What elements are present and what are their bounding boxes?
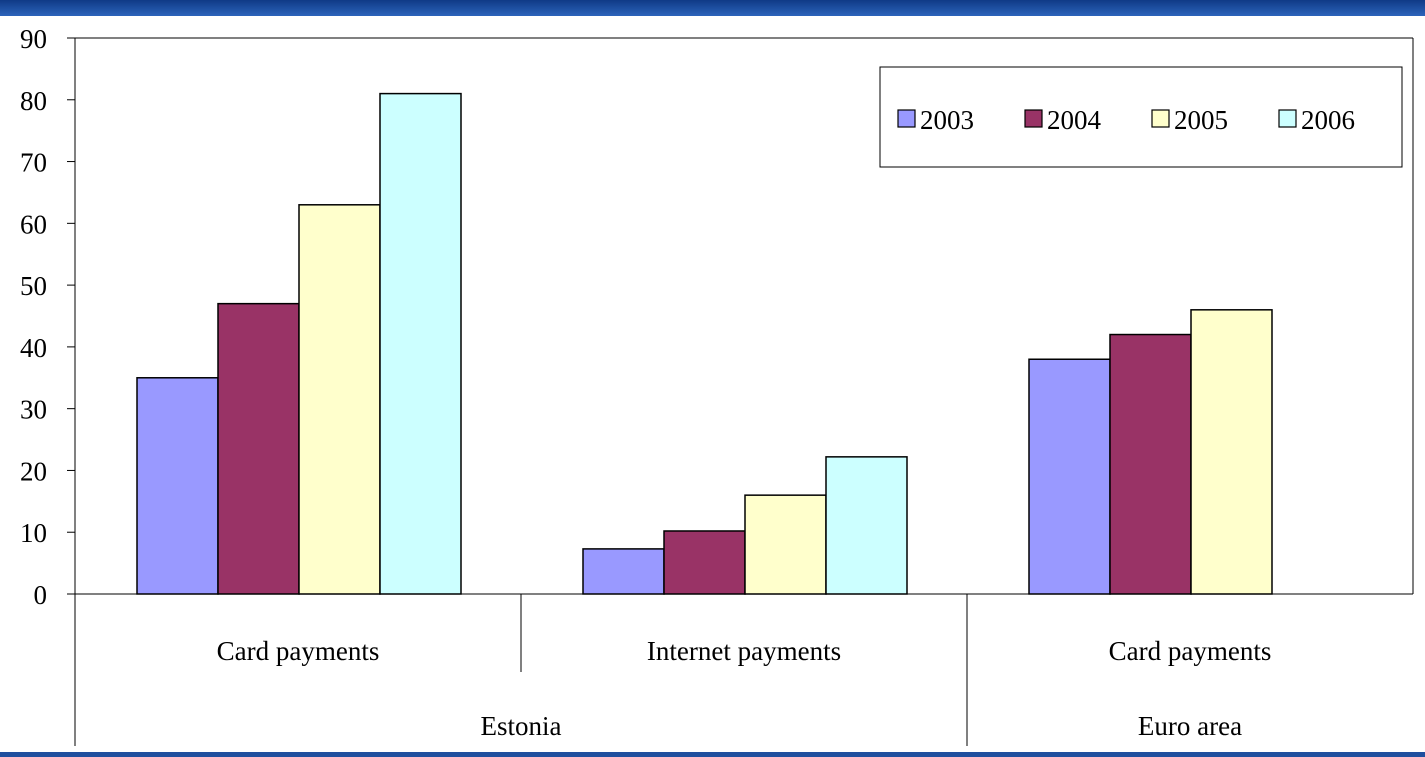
- x-category-label: Card payments: [1109, 636, 1272, 666]
- y-tick-label: 90: [20, 24, 47, 54]
- bar-2003: [136, 377, 219, 595]
- legend-box: [879, 66, 1403, 168]
- bars: [136, 92, 1273, 595]
- y-tick-label: 80: [20, 86, 47, 116]
- legend-swatch-2006: [1278, 109, 1297, 128]
- x-region-label: Estonia: [481, 711, 562, 741]
- bar-2006: [379, 92, 462, 595]
- bar-2003: [1028, 358, 1111, 595]
- bar-2005: [298, 204, 381, 595]
- y-tick-label: 60: [20, 209, 47, 239]
- legend-swatch-2003: [897, 109, 916, 128]
- legend-label-2006: 2006: [1301, 105, 1355, 135]
- bar-2004: [1109, 333, 1192, 595]
- y-tick-label: 30: [20, 395, 47, 425]
- x-category-labels: Card payments Internet payments Card payme…: [217, 636, 1272, 741]
- bar-2003: [582, 548, 665, 595]
- slide-top-bar: [0, 0, 1425, 16]
- bar-2004: [217, 302, 300, 595]
- legend-label-2004: 2004: [1047, 105, 1102, 135]
- legend-swatch-2004: [1024, 109, 1043, 128]
- bar-2006: [825, 456, 908, 595]
- legend-label-2003: 2003: [920, 105, 974, 135]
- x-category-label: Card payments: [217, 636, 380, 666]
- x-region-label: Euro area: [1138, 711, 1242, 741]
- legend-swatch-2005: [1151, 109, 1170, 128]
- legend: 2003 2004 2005 2006: [879, 66, 1403, 168]
- y-tick-label: 0: [34, 580, 48, 610]
- y-tick-label: 40: [20, 333, 47, 363]
- y-tick-label: 20: [20, 456, 47, 486]
- bar-chart: 0 10 20 30 40 50 60 70 80 90 Card payments Interne…: [20, 24, 1414, 746]
- y-tick-label: 10: [20, 518, 47, 548]
- bar-2005: [1190, 309, 1273, 595]
- x-category-label: Internet payments: [647, 636, 841, 666]
- bar-2004: [663, 530, 746, 595]
- legend-label-2005: 2005: [1174, 105, 1228, 135]
- y-tick-label: 50: [20, 271, 47, 301]
- y-tick-label: 70: [20, 148, 47, 178]
- chart-panel: 0 10 20 30 40 50 60 70 80 90 Card payments Interne…: [0, 16, 1425, 752]
- bar-2005: [744, 494, 827, 595]
